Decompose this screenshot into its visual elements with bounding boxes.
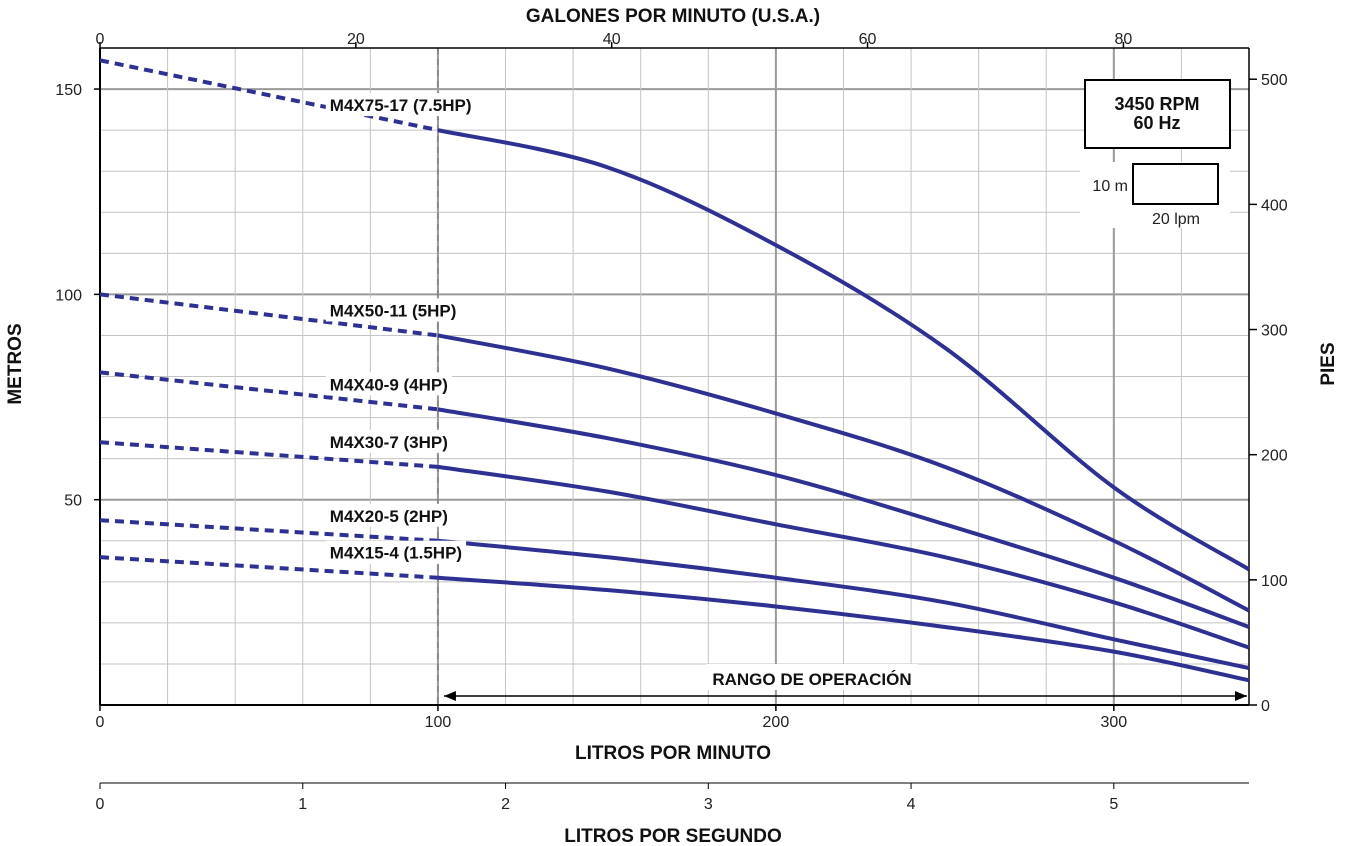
- lps-tick-label: 2: [501, 796, 510, 813]
- right-axis-title: PIES: [1318, 342, 1339, 385]
- right-tick-label: 0: [1261, 698, 1270, 715]
- right-tick-label: 400: [1261, 197, 1288, 214]
- x-tick-label: 200: [763, 714, 790, 731]
- lps-tick-label: 1: [298, 796, 307, 813]
- series-lines: [99, 58, 1251, 683]
- series-line-dashed: [99, 518, 439, 543]
- series-line-dashed: [99, 440, 439, 469]
- series-label-bg: [325, 372, 452, 396]
- series-line-dashed: [99, 555, 439, 580]
- x-axis-title: LITROS POR MINUTO: [575, 743, 771, 764]
- lps-tick-label: 3: [704, 796, 713, 813]
- series-label: M4X20-5 (2HP): [330, 507, 448, 526]
- series-label: M4X40-9 (4HP): [330, 375, 448, 394]
- lps-tick-label: 0: [96, 796, 105, 813]
- series-label-bg: [325, 429, 452, 453]
- series-label: M4X30-7 (3HP): [330, 433, 448, 452]
- lps-axis-title: LITROS POR SEGUNDO: [564, 826, 781, 846]
- series-labels: M4X75-17 (7.5HP) M4X50-11 (5HP) M4X40-9 (4…: [325, 93, 476, 564]
- ticks: 0 100 200 300 0 20 40 60 80 0 1 2 3 4 5 50 100 150 0 100 200…: [55, 31, 1288, 813]
- grid: [100, 48, 1249, 705]
- series-line-dashed: [99, 370, 439, 412]
- range-label: RANGO DE OPERACIÓN: [712, 670, 911, 689]
- rpm-box: 3450 RPM 60 Hz: [1084, 79, 1231, 149]
- y-axis-title: METROS: [5, 323, 26, 404]
- series-line: [437, 575, 1250, 683]
- series-label-bg: [325, 93, 476, 117]
- right-tick-label: 200: [1261, 448, 1288, 465]
- series-label: M4X50-11 (5HP): [330, 301, 457, 320]
- top-axis-title: GALONES POR MINUTO (U.S.A.): [526, 6, 820, 27]
- series-label-bg: [325, 503, 452, 527]
- scale-m-label: 10 m: [1092, 178, 1128, 195]
- right-tick-label: 100: [1261, 573, 1288, 590]
- hz-label: 60 Hz: [1133, 113, 1180, 133]
- operating-range: RANGO DE OPERACIÓN: [443, 664, 1247, 701]
- axes: [99, 47, 1250, 784]
- series-label: M4X15-4 (1.5HP): [330, 544, 462, 563]
- top-tick-label: 80: [1114, 31, 1132, 48]
- grid-scale-key: 10 m 20 lpm: [1080, 162, 1230, 228]
- series-line-dashed: [99, 58, 439, 133]
- top-tick-label: 20: [347, 31, 365, 48]
- y-tick-label: 150: [55, 82, 82, 99]
- series-label-bg: [325, 540, 467, 564]
- top-tick-label: 0: [96, 31, 105, 48]
- right-tick-label: 500: [1261, 72, 1288, 89]
- scale-lpm-label: 20 lpm: [1152, 211, 1200, 228]
- series-line: [437, 464, 1250, 650]
- top-tick-label: 40: [603, 31, 621, 48]
- lps-tick-label: 5: [1109, 796, 1118, 813]
- y-tick-label: 100: [55, 287, 82, 304]
- series-label: M4X75-17 (7.5HP): [330, 96, 472, 115]
- x-tick-label: 300: [1100, 714, 1127, 731]
- rpm-label: 3450 RPM: [1114, 94, 1199, 114]
- series-line: [437, 538, 1250, 671]
- y-tick-label: 50: [64, 493, 82, 510]
- right-tick-label: 300: [1261, 323, 1288, 340]
- series-label-bg: [325, 298, 461, 322]
- series-line: [437, 333, 1250, 613]
- series-line: [437, 407, 1250, 629]
- top-tick-label: 60: [859, 31, 877, 48]
- series-line: [437, 128, 1251, 572]
- x-tick-label: 0: [96, 714, 105, 731]
- series-line-dashed: [99, 292, 439, 338]
- x-tick-label: 100: [425, 714, 452, 731]
- lps-tick-label: 4: [907, 796, 916, 813]
